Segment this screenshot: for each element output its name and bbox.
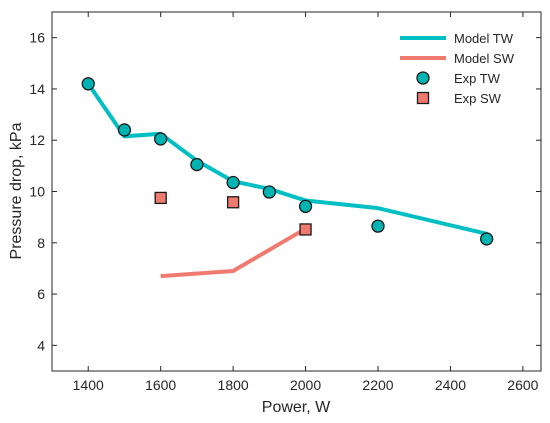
model-tw-legend-label: Model TW: [454, 31, 514, 46]
x-tick-label: 2200: [362, 377, 393, 393]
y-tick-label: 12: [29, 132, 45, 148]
plot-frame: [51, 11, 542, 372]
y-tick-label: 6: [37, 286, 45, 302]
legend: Model TW Model SW Exp TW Exp SW: [400, 31, 515, 106]
exp-sw-point: [226, 196, 240, 209]
plot-area: [52, 12, 541, 371]
series-layer: [81, 77, 494, 279]
exp-sw-legend-label: Exp SW: [454, 91, 502, 106]
x-axis-label: Power, W: [262, 399, 331, 416]
exp-sw-point: [299, 223, 312, 236]
y-tick-label: 14: [29, 81, 45, 97]
exp-tw-point: [262, 185, 276, 199]
y-axis-label: Pressure drop, kPa: [8, 122, 25, 259]
y-tick-label: 4: [37, 337, 45, 353]
y-tick-label: 16: [29, 30, 45, 46]
exp-tw-point: [154, 132, 168, 146]
x-tick-label: 2000: [290, 377, 321, 393]
exp-tw-point: [117, 123, 132, 137]
x-tick-label: 1800: [218, 377, 249, 393]
x-tick-label: 2600: [507, 377, 538, 393]
exp-sw-point: [154, 191, 167, 205]
exp-tw-point: [298, 199, 313, 214]
model-sw-line: [160, 226, 307, 279]
exp-tw-point: [81, 77, 95, 91]
exp-tw-point: [190, 157, 204, 172]
exp-tw-legend-swatch: [416, 71, 430, 85]
x-tick-label: 1600: [145, 377, 176, 393]
y-tick-label: 8: [37, 235, 45, 251]
exp-sw-legend-swatch: [416, 91, 430, 105]
model-sw-legend-label: Model SW: [454, 51, 515, 66]
y-tick-label: 10: [29, 184, 45, 200]
x-tick-label: 1400: [73, 377, 104, 393]
exp-tw-point: [226, 175, 240, 190]
exp-tw-point: [371, 219, 385, 233]
exp-tw-point: [480, 232, 494, 246]
exp-tw-legend-label: Exp TW: [454, 71, 501, 86]
y-axis: 4 6 8 10 12 14 16: [29, 30, 541, 353]
x-tick-label: 2400: [435, 377, 466, 393]
x-axis: 1400 1600 1800 2000 2200 2400 2600: [73, 12, 539, 393]
